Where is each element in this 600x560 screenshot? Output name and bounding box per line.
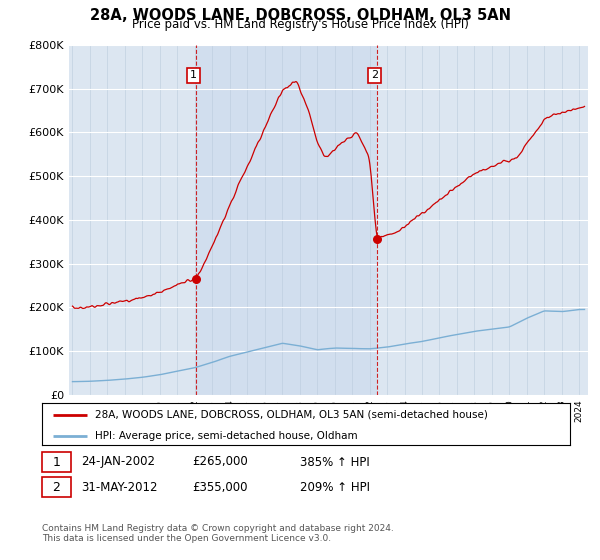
Text: 385% ↑ HPI: 385% ↑ HPI xyxy=(300,455,370,469)
Text: HPI: Average price, semi-detached house, Oldham: HPI: Average price, semi-detached house,… xyxy=(95,431,358,441)
Text: 2: 2 xyxy=(371,71,378,81)
Point xyxy=(372,235,382,244)
Text: 28A, WOODS LANE, DOBCROSS, OLDHAM, OL3 5AN: 28A, WOODS LANE, DOBCROSS, OLDHAM, OL3 5… xyxy=(89,8,511,24)
Text: Price paid vs. HM Land Registry's House Price Index (HPI): Price paid vs. HM Land Registry's House … xyxy=(131,18,469,31)
Text: 28A, WOODS LANE, DOBCROSS, OLDHAM, OL3 5AN (semi-detached house): 28A, WOODS LANE, DOBCROSS, OLDHAM, OL3 5… xyxy=(95,410,488,420)
Text: 1: 1 xyxy=(190,71,197,81)
Text: 2: 2 xyxy=(52,480,61,494)
Text: £355,000: £355,000 xyxy=(192,480,248,494)
Text: £265,000: £265,000 xyxy=(192,455,248,469)
Point xyxy=(191,274,201,283)
Bar xyxy=(196,45,377,395)
Text: 31-MAY-2012: 31-MAY-2012 xyxy=(81,480,157,494)
Text: 1: 1 xyxy=(52,455,61,469)
Text: 24-JAN-2002: 24-JAN-2002 xyxy=(81,455,155,469)
Text: Contains HM Land Registry data © Crown copyright and database right 2024.
This d: Contains HM Land Registry data © Crown c… xyxy=(42,524,394,543)
Text: 209% ↑ HPI: 209% ↑ HPI xyxy=(300,480,370,494)
